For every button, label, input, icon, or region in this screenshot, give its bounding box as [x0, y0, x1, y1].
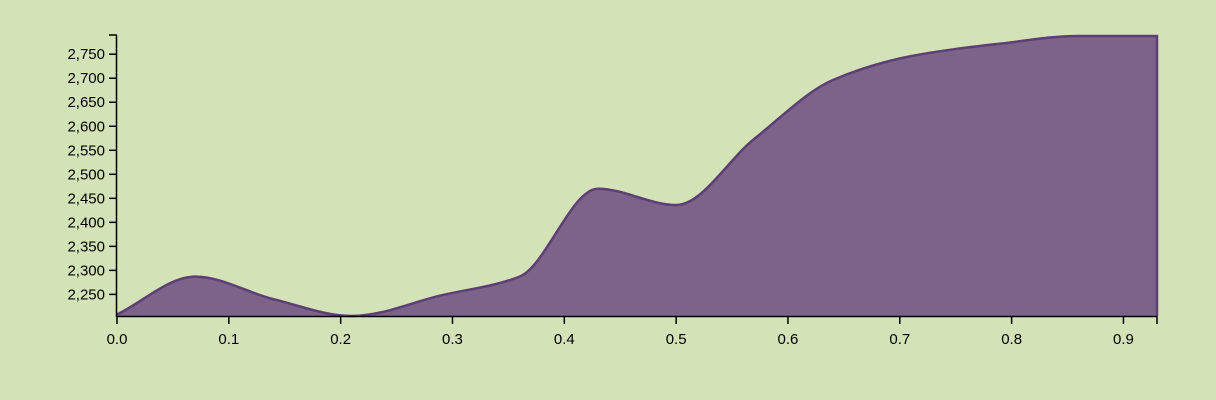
x-tick-label: 0.1 — [218, 331, 239, 348]
y-tick-label: 2,700 — [67, 70, 105, 87]
x-tick-label: 0.7 — [889, 331, 910, 348]
y-tick-label: 2,600 — [67, 118, 105, 135]
x-tick-label: 0.5 — [666, 331, 687, 348]
y-tick-label: 2,350 — [67, 238, 105, 255]
x-tick-label: 0.4 — [554, 331, 575, 348]
y-tick-label: 2,500 — [67, 166, 105, 183]
area-outline — [116, 34, 1159, 318]
x-tick-label: 0.8 — [1001, 331, 1022, 348]
y-tick-label: 2,550 — [67, 142, 105, 159]
x-tick-label: 0.6 — [778, 331, 799, 348]
x-tick-label: 0.9 — [1113, 331, 1134, 348]
y-tick-label: 2,300 — [67, 262, 105, 279]
area-fill — [117, 35, 1157, 316]
x-axis: 0.0 0.1 0.2 0.3 0.4 0.5 0.6 0.7 0.8 0.9 — [107, 315, 1158, 348]
y-tick-label: 2,650 — [67, 94, 105, 111]
plot-area — [116, 34, 1159, 318]
y-axis: 2,250 2,300 2,350 2,400 2,450 2,500 2,550 2,600… — [67, 34, 118, 317]
y-tick-label: 2,450 — [67, 190, 105, 207]
y-tick-label: 2,400 — [67, 214, 105, 231]
x-tick-label: 0.2 — [330, 331, 351, 348]
x-tick-label: 0.0 — [107, 331, 128, 348]
y-tick-label: 2,250 — [67, 286, 105, 303]
x-tick-label: 0.3 — [442, 331, 463, 348]
y-tick-label: 2,750 — [67, 46, 105, 63]
